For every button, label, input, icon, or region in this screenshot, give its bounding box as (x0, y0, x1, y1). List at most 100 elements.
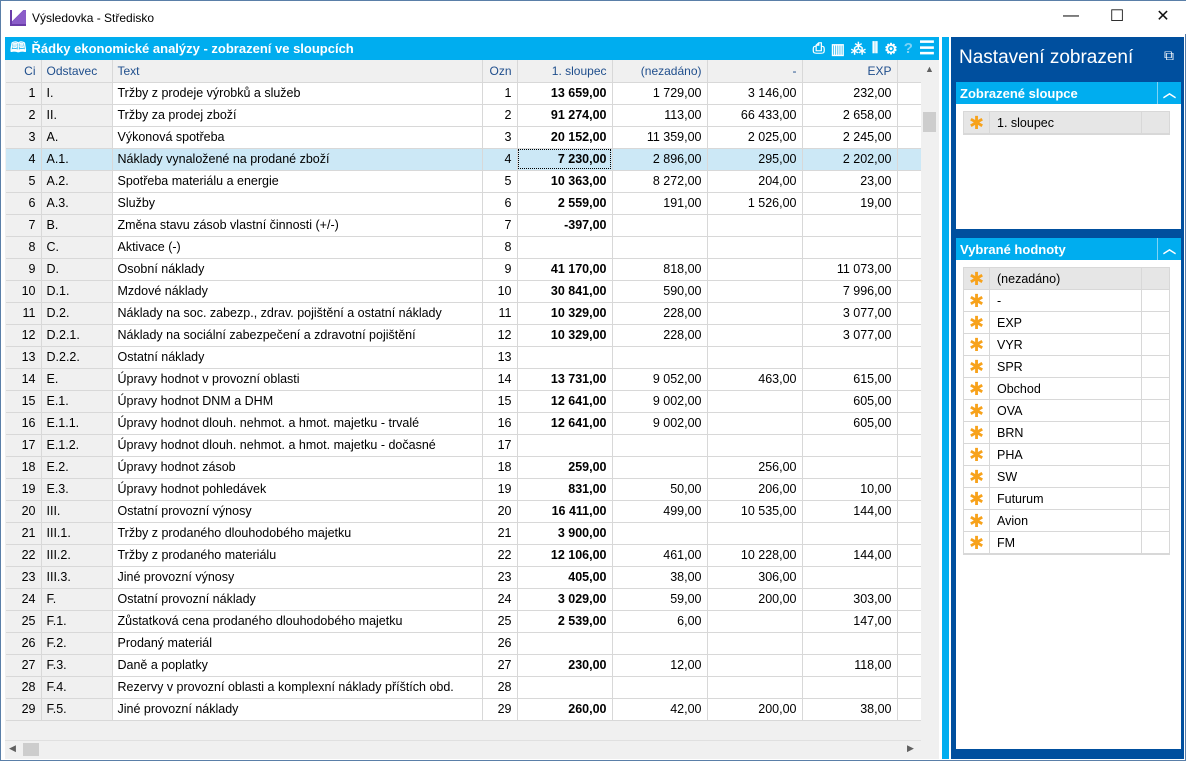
value-nezadano[interactable] (612, 236, 708, 259)
row-code[interactable]: 26 (482, 632, 518, 655)
row-index[interactable]: 19 (6, 478, 42, 501)
row-text[interactable]: Prodaný materiál (112, 632, 483, 655)
value-dash[interactable] (707, 610, 803, 633)
row-text[interactable]: Služby (112, 192, 483, 215)
row-text[interactable]: Ostatní provozní náklady (112, 588, 483, 611)
horizontal-scrollbar[interactable]: ◀ ▶ (5, 740, 921, 757)
scroll-left-icon[interactable]: ◀ (9, 743, 16, 753)
row-code[interactable]: 27 (482, 654, 518, 677)
table-row[interactable]: 25 F.1. Zůstatková cena prodaného dlouhodo… (6, 610, 922, 633)
row-index[interactable]: 16 (6, 412, 42, 435)
row-paragraph[interactable]: E.1. (41, 390, 113, 413)
value-exp[interactable] (802, 566, 898, 589)
list-item[interactable]: ✱ Futurum (964, 487, 1169, 510)
value-nezadano[interactable]: 590,00 (612, 280, 708, 303)
table-row[interactable]: 24 F. Ostatní provozní náklady 24 3 029,00 59… (6, 588, 922, 611)
row-code[interactable]: 20 (482, 500, 518, 523)
value-dash[interactable] (707, 676, 803, 699)
row-paragraph[interactable]: E.1.2. (41, 434, 113, 457)
value-col-1[interactable]: 230,00 (517, 654, 613, 677)
row-paragraph[interactable]: II. (41, 104, 113, 127)
row-code[interactable]: 16 (482, 412, 518, 435)
list-item[interactable]: ✱ EXP (964, 311, 1169, 334)
value-exp[interactable]: 23,00 (802, 170, 898, 193)
row-code[interactable]: 6 (482, 192, 518, 215)
value-col-1[interactable]: 259,00 (517, 456, 613, 479)
row-code[interactable]: 8 (482, 236, 518, 259)
table-row[interactable]: 9 D. Osobní náklady 9 41 170,00 818,00 11 073,… (6, 258, 922, 281)
row-index[interactable]: 21 (6, 522, 42, 545)
column-header[interactable]: Ci (6, 60, 42, 83)
row-text[interactable]: Úpravy hodnot dlouh. nehmot. a hmot. maj… (112, 434, 483, 457)
value-nezadano[interactable]: 59,00 (612, 588, 708, 611)
row-index[interactable]: 26 (6, 632, 42, 655)
row-text[interactable]: Tržby za prodej zboží (112, 104, 483, 127)
row-code[interactable]: 25 (482, 610, 518, 633)
row-code[interactable]: 7 (482, 214, 518, 237)
value-col-1[interactable]: -397,00 (517, 214, 613, 237)
table-row[interactable]: 27 F.3. Daně a poplatky 27 230,00 12,00 118,00 (6, 654, 922, 677)
row-code[interactable]: 28 (482, 676, 518, 699)
row-index[interactable]: 14 (6, 368, 42, 391)
value-dash[interactable]: 66 433,00 (707, 104, 803, 127)
value-nezadano[interactable]: 191,00 (612, 192, 708, 215)
row-index[interactable]: 11 (6, 302, 42, 325)
row-paragraph[interactable]: A. (41, 126, 113, 149)
minimize-button[interactable]: — (1063, 7, 1079, 24)
table-row[interactable]: 4 A.1. Náklady vynaložené na prodané zboží… (6, 148, 922, 171)
value-exp[interactable]: 605,00 (802, 390, 898, 413)
row-text[interactable]: Jiné provozní náklady (112, 698, 483, 721)
table-row[interactable]: 7 B. Změna stavu zásob vlastní činnosti (+… (6, 214, 922, 237)
row-text[interactable]: Rezervy v provozní oblasti a komplexní n… (112, 676, 483, 699)
value-exp[interactable]: 10,00 (802, 478, 898, 501)
value-nezadano[interactable]: 6,00 (612, 610, 708, 633)
value-dash[interactable] (707, 434, 803, 457)
list-item[interactable]: ✱ SW (964, 465, 1169, 488)
row-paragraph[interactable]: D.2. (41, 302, 113, 325)
column-header[interactable]: Odstavec (41, 60, 113, 83)
row-index[interactable]: 28 (6, 676, 42, 699)
row-paragraph[interactable]: D.1. (41, 280, 113, 303)
gear-icon[interactable]: ⚙ (884, 40, 898, 58)
row-code[interactable]: 5 (482, 170, 518, 193)
list-item[interactable]: ✱ - (964, 289, 1169, 312)
value-col-1[interactable] (517, 676, 613, 699)
table-row[interactable]: 6 A.3. Služby 6 2 559,00 191,00 1 526,00 19,00 (6, 192, 922, 215)
value-dash[interactable]: 306,00 (707, 566, 803, 589)
value-col-1[interactable]: 831,00 (517, 478, 613, 501)
menu-icon[interactable]: ☰ (918, 38, 935, 58)
scroll-up-icon[interactable]: ▲ (925, 64, 934, 74)
row-index[interactable]: 5 (6, 170, 42, 193)
collapse-icon[interactable]: ︿ (1157, 238, 1181, 260)
value-col-1[interactable]: 10 329,00 (517, 302, 613, 325)
row-index[interactable]: 2 (6, 104, 42, 127)
row-index[interactable]: 27 (6, 654, 42, 677)
list-item[interactable]: ✱ SPR (964, 355, 1169, 378)
value-dash[interactable] (707, 214, 803, 237)
row-index[interactable]: 18 (6, 456, 42, 479)
value-nezadano[interactable]: 228,00 (612, 302, 708, 325)
value-nezadano[interactable]: 461,00 (612, 544, 708, 567)
column-header[interactable]: - (707, 60, 803, 83)
row-index[interactable]: 13 (6, 346, 42, 369)
value-col-1[interactable] (517, 346, 613, 369)
list-item[interactable]: ✱ OVA (964, 399, 1169, 422)
row-index[interactable]: 12 (6, 324, 42, 347)
table-row[interactable]: 19 E.3. Úpravy hodnot pohledávek 19 831,00 50… (6, 478, 922, 501)
list-item[interactable]: ✱ PHA (964, 443, 1169, 466)
row-code[interactable]: 18 (482, 456, 518, 479)
column-header[interactable]: Text (112, 60, 483, 83)
value-exp[interactable]: 11 073,00 (802, 258, 898, 281)
row-paragraph[interactable]: D.2.2. (41, 346, 113, 369)
value-dash[interactable] (707, 346, 803, 369)
value-nezadano[interactable]: 1 729,00 (612, 82, 708, 105)
column-header[interactable]: EXP (802, 60, 898, 83)
value-nezadano[interactable] (612, 214, 708, 237)
row-code[interactable]: 3 (482, 126, 518, 149)
value-col-1[interactable]: 2 559,00 (517, 192, 613, 215)
row-code[interactable]: 19 (482, 478, 518, 501)
row-code[interactable]: 15 (482, 390, 518, 413)
table-row[interactable]: 20 III. Ostatní provozní výnosy 20 16 411,00… (6, 500, 922, 523)
list-item[interactable]: ✱ Obchod (964, 377, 1169, 400)
value-nezadano[interactable]: 818,00 (612, 258, 708, 281)
